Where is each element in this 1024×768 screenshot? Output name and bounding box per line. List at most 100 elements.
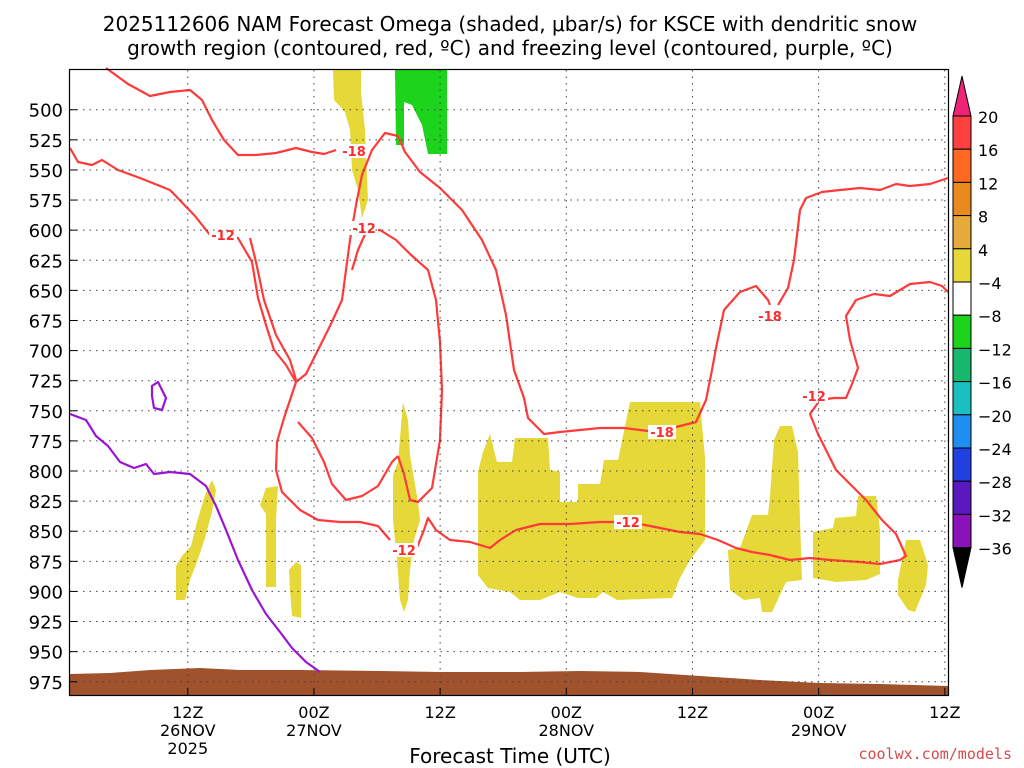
red-contour-labels: -18 -12 -12 -12 -12 -18 -18 -12 [209, 144, 828, 559]
y-tick-label: 575 [29, 191, 63, 212]
y-tick-label: 900 [29, 582, 63, 603]
y-tick-label: 700 [29, 342, 63, 363]
red-label: -18 [758, 310, 782, 325]
y-tick-label: 725 [29, 372, 63, 393]
colorbar-cap-top [952, 75, 972, 117]
colorbar-swatch [952, 347, 972, 383]
colorbar-label: −24 [978, 440, 1012, 459]
red-contour-12-west [248, 237, 298, 381]
y-tick-label: 525 [29, 131, 63, 152]
y-tick-label: 500 [29, 101, 63, 122]
x-axis-label: Forecast Time (UTC) [409, 744, 611, 768]
y-tick-label: 800 [29, 462, 63, 483]
terrain [70, 668, 948, 695]
red-label: -12 [352, 222, 376, 237]
grid [70, 70, 948, 695]
plot-frame [68, 68, 950, 697]
x-tick-label: 12Z [677, 703, 708, 722]
colorbar-label: −4 [978, 274, 1002, 293]
colorbar-label: −16 [978, 374, 1012, 393]
colorbar-label: 4 [978, 241, 988, 260]
colorbar: 20 16 12 8 4 −4 −8 −12 −16 −20 −24 −28 −32 −36 [952, 75, 1012, 588]
purple-contours [69, 380, 321, 673]
colorbar-swatch [952, 115, 972, 150]
colorbar-swatch [952, 314, 972, 349]
watermark: coolwx.com/models [858, 745, 1012, 763]
omega-shade-cell [176, 480, 216, 600]
red-label: -18 [342, 145, 366, 160]
omega-shade-cell [393, 402, 420, 612]
x-tick-label: 12Z [424, 703, 455, 722]
red-label: -12 [616, 516, 640, 531]
red-contour-12-center [350, 228, 444, 504]
y-tick-label: 675 [29, 311, 63, 332]
colorbar-swatch [952, 414, 972, 449]
colorbar-label: −32 [978, 506, 1012, 525]
y-tick-label: 550 [29, 161, 63, 182]
omega-shade-yellow [176, 70, 928, 618]
red-label: -12 [392, 544, 416, 559]
colorbar-label: 8 [978, 208, 988, 227]
omega-shade-cell [813, 496, 880, 582]
x-tick-label: 26NOV [160, 721, 216, 740]
colorbar-swatch [952, 513, 972, 549]
omega-shade-cell [333, 70, 368, 218]
x-tick-label: 00Z [551, 703, 582, 722]
colorbar-swatch [952, 181, 972, 217]
y-tick-label: 950 [29, 643, 63, 664]
colorbar-swatch [952, 381, 972, 416]
red-label: -18 [650, 426, 674, 441]
chart-title-line2: growth region (contoured, red, ºC) and f… [127, 36, 893, 60]
colorbar-label: 20 [978, 108, 998, 127]
omega-shade-cell [898, 540, 928, 612]
red-label: -12 [211, 229, 235, 244]
omega-shade-cell [728, 426, 802, 612]
red-contour-12-loop [297, 421, 399, 502]
freezing-level-loop [150, 380, 168, 412]
x-tick-label: 27NOV [286, 721, 342, 740]
colorbar-swatch [952, 447, 972, 482]
x-tick-label: 28NOV [539, 721, 595, 740]
x-tick-label: 29NOV [791, 721, 847, 740]
x-tick-label: 00Z [298, 703, 329, 722]
y-tick-label: 925 [29, 613, 63, 634]
colorbar-swatch [952, 281, 972, 316]
x-tick-label: 12Z [172, 703, 203, 722]
colorbar-label: 12 [978, 174, 998, 193]
red-contour-18-top [105, 67, 337, 157]
colorbar-swatch [952, 148, 972, 183]
x-tick-label: 00Z [803, 703, 834, 722]
colorbar-label: −36 [978, 540, 1012, 559]
chart-title-line1: 2025112606 NAM Forecast Omega (shaded, μ… [103, 12, 917, 36]
colorbar-label: −28 [978, 473, 1012, 492]
y-tick-label: 775 [29, 432, 63, 453]
y-tick-label: 850 [29, 522, 63, 543]
x-tick-label: 2025 [167, 739, 208, 758]
omega-shade-cell [260, 486, 278, 587]
y-tick-label: 600 [29, 221, 63, 242]
y-tick-label: 625 [29, 251, 63, 272]
omega-gap [551, 438, 604, 475]
red-contour-18-upper [69, 131, 772, 436]
y-tick-label: 825 [29, 492, 63, 513]
x-tick-label: 12Z [929, 703, 960, 722]
colorbar-swatch [952, 215, 972, 250]
colorbar-label: −20 [978, 407, 1012, 426]
red-contour-12-bottom [414, 280, 949, 566]
colorbar-cap-bottom [952, 547, 972, 588]
y-tick-label: 750 [29, 402, 63, 423]
colorbar-label: 16 [978, 141, 998, 160]
colorbar-swatch [952, 248, 972, 283]
y-tick-label: 650 [29, 281, 63, 302]
colorbar-label: −8 [978, 307, 1002, 326]
red-contour-18-lower [777, 176, 949, 306]
y-tick-label: 975 [29, 673, 63, 694]
red-label: -12 [802, 390, 826, 405]
omega-shade-green [395, 70, 447, 154]
plot-area: -18 -12 -12 -12 -12 -18 -18 -12 [68, 67, 950, 697]
red-contour-12-main [274, 381, 391, 541]
colorbar-swatch [952, 480, 972, 515]
omega-shade-cell [289, 562, 301, 618]
